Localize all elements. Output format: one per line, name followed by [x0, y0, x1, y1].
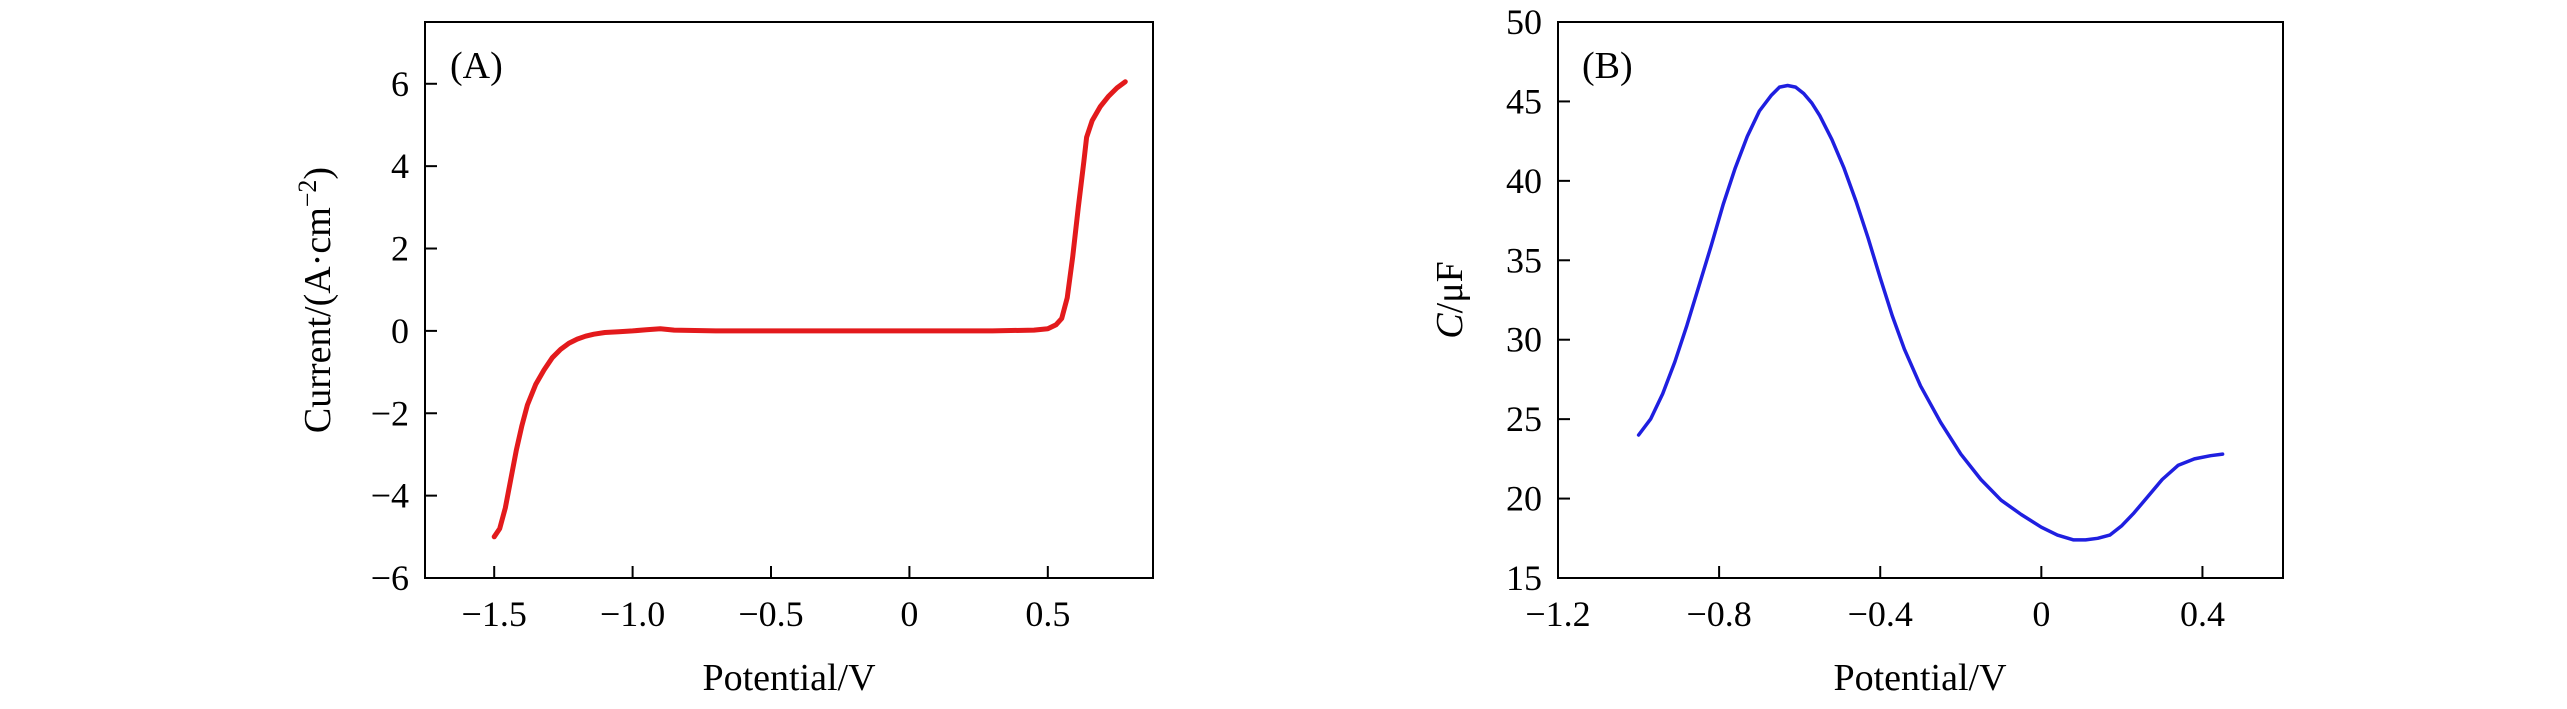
panel-b-tick-labels: −1.2 −0.8 −0.4 0 0.4 15 20 25 30 35 40 45 50 [1506, 2, 2225, 634]
panel-b-label: (B) [1582, 45, 1633, 87]
panel-a-x-tick-label: −1.5 [462, 594, 527, 634]
panel-b: −1.2 −0.8 −0.4 0 0.4 15 20 25 30 35 40 45 50 (B) Pot… [1429, 2, 2284, 699]
panel-a-y-tick-label: 0 [391, 311, 409, 351]
panel-a-y-tick-label: 2 [391, 229, 409, 269]
panel-a-y-tick-label: −4 [371, 476, 409, 516]
panel-b-x-tick-label: 0 [2032, 594, 2050, 634]
panel-a-frame [424, 21, 1154, 579]
panel-a-series-line [491, 79, 1128, 540]
panel-a-y-tick-label: −2 [371, 393, 409, 433]
panel-b-ticks [1557, 21, 2204, 579]
panel-b-y-tick-label: 40 [1506, 161, 1542, 201]
panel-a-tick-labels: −1.5 −1.0 −0.5 0 0.5 −6 −4 −2 0 2 4 6 [371, 64, 1071, 634]
panel-a-y-axis-title-end: ) [297, 167, 339, 180]
panel-b-y-axis-title-italic: C [1429, 313, 1471, 339]
panel-a-y-axis-title: Current/(A·cm−2) [293, 167, 340, 433]
panel-a: −1.5 −1.0 −0.5 0 0.5 −6 −4 −2 0 2 4 6 (A) Potential… [293, 21, 1154, 699]
panel-a-x-axis-title: Potential/V [702, 657, 876, 699]
panel-a-y-tick-label: −6 [371, 558, 409, 598]
panel-b-series-line [1636, 83, 2225, 542]
panel-b-y-tick-label: 25 [1506, 399, 1542, 439]
panel-a-y-tick-label: 6 [391, 64, 409, 104]
panel-b-y-tick-label: 50 [1506, 2, 1542, 42]
panel-a-x-tick-label: 0.5 [1025, 594, 1070, 634]
panel-a-y-axis-title-exponent: −2 [293, 180, 322, 208]
panel-a-x-tick-label: −0.5 [738, 594, 803, 634]
panel-b-x-tick-label: −0.4 [1848, 594, 1913, 634]
panel-a-x-tick-label: −1.0 [600, 594, 665, 634]
panel-a-ticks [425, 82, 1049, 579]
panel-a-y-axis-title-main: Current/(A·cm [297, 207, 339, 433]
panel-a-label: (A) [450, 45, 503, 87]
panel-b-y-tick-label: 15 [1506, 558, 1542, 598]
panel-b-frame [1557, 21, 2284, 579]
panel-b-x-tick-label: 0.4 [2180, 594, 2225, 634]
panel-a-x-tick-label: 0 [900, 594, 918, 634]
panel-b-y-tick-label: 30 [1506, 320, 1542, 360]
panel-b-x-tick-label: −0.8 [1686, 594, 1751, 634]
panel-b-y-axis-title-unit: /μF [1429, 261, 1471, 313]
panel-b-x-tick-label: −1.2 [1525, 594, 1590, 634]
panel-b-x-axis-title: Potential/V [1833, 657, 2007, 699]
panel-b-y-axis-title: C/μF [1429, 261, 1471, 338]
panel-b-y-tick-label: 20 [1506, 479, 1542, 519]
panel-a-y-tick-label: 4 [391, 146, 409, 186]
panel-b-y-tick-label: 35 [1506, 240, 1542, 280]
panel-b-y-tick-label: 45 [1506, 81, 1542, 121]
